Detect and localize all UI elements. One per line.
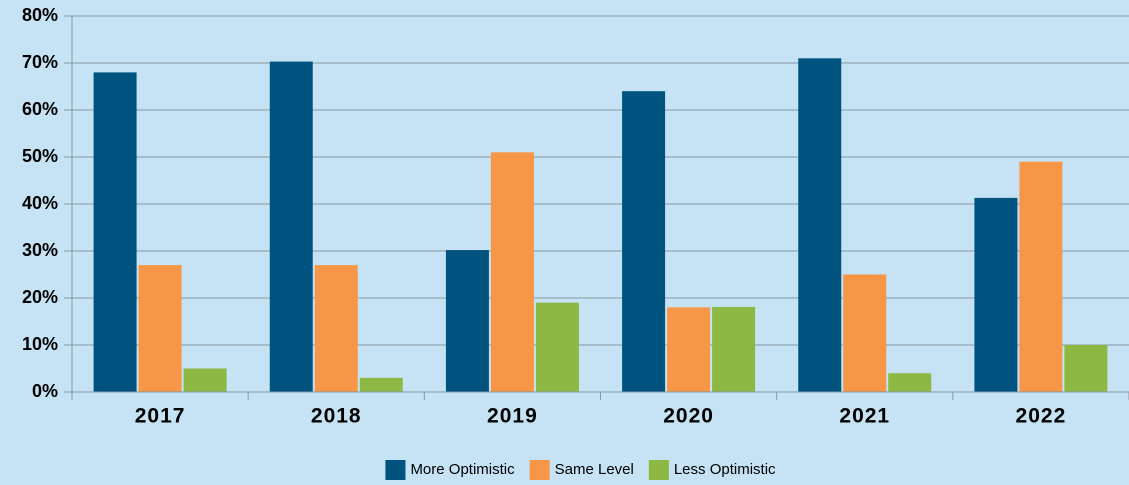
y-tick-label: 40% xyxy=(22,193,58,213)
x-tick-label: 2021 xyxy=(839,405,890,428)
bar xyxy=(622,91,666,392)
bar xyxy=(798,58,842,393)
x-tick-label: 2018 xyxy=(311,405,362,428)
bar xyxy=(1019,161,1063,392)
bar xyxy=(843,274,887,392)
bar xyxy=(888,373,932,392)
bar xyxy=(712,306,756,392)
bar xyxy=(359,377,403,392)
legend-label: Same Level xyxy=(555,461,634,478)
y-tick-label: 0% xyxy=(32,381,58,401)
legend-label: Less Optimistic xyxy=(674,461,776,478)
y-tick-label: 50% xyxy=(22,146,58,166)
legend-swatch xyxy=(648,460,669,480)
legend-label: More Optimistic xyxy=(410,461,515,478)
bar xyxy=(269,61,313,393)
x-tick-label: 2017 xyxy=(135,405,186,428)
y-tick-label: 10% xyxy=(22,334,58,354)
bar xyxy=(183,368,227,392)
bar xyxy=(535,302,579,392)
y-tick-label: 30% xyxy=(22,240,58,260)
x-tick-label: 2020 xyxy=(663,405,714,428)
bar xyxy=(93,72,137,393)
x-tick-label: 2022 xyxy=(1016,405,1067,428)
bar xyxy=(667,307,711,392)
y-tick-label: 70% xyxy=(22,52,58,72)
y-tick-label: 60% xyxy=(22,99,58,119)
legend-swatch xyxy=(385,460,406,480)
bar xyxy=(445,250,489,392)
bar xyxy=(1064,345,1108,392)
bar xyxy=(974,197,1018,392)
legend-swatch xyxy=(529,460,550,480)
x-tick-label: 2019 xyxy=(487,405,538,428)
y-tick-label: 20% xyxy=(22,287,58,307)
bar xyxy=(138,265,182,392)
bar xyxy=(490,152,534,392)
bar xyxy=(314,265,358,392)
y-tick-label: 80% xyxy=(22,5,58,25)
